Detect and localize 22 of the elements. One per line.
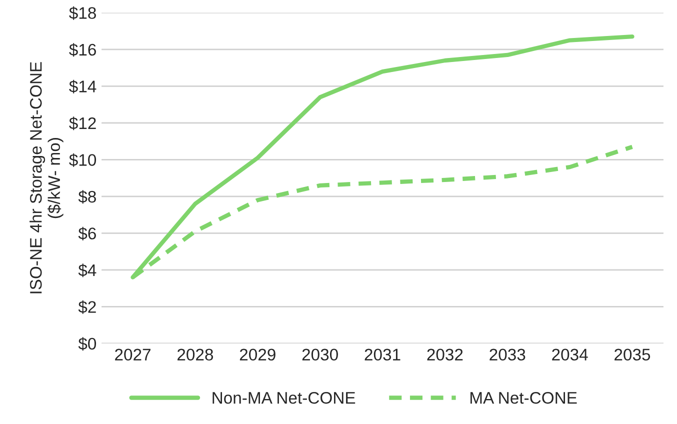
y-tick-label: $14 (69, 80, 96, 94)
x-tick-label: 2035 (614, 348, 650, 361)
y-tick-label: $0 (78, 337, 96, 351)
y-tick-label: $16 (69, 43, 96, 57)
x-tick-label: 2032 (427, 348, 463, 361)
y-tick-label: $18 (69, 6, 96, 20)
x-tick-label: 2027 (115, 348, 150, 361)
y-axis-title: ISO-NE 4hr Storage Net-CONE ($/kW- mo) (30, 62, 64, 294)
y-tick-label: $6 (78, 226, 96, 240)
y-tick-label: $12 (69, 116, 96, 130)
x-tick-label: 2034 (552, 348, 588, 361)
y-tick-label: $10 (69, 153, 96, 167)
x-tick-label: 2033 (490, 348, 526, 361)
y-tick-label: $2 (78, 300, 96, 314)
y-tick-label: $4 (78, 264, 96, 278)
x-tick-label: 2031 (364, 348, 400, 361)
x-tick-label: 2029 (240, 348, 276, 361)
y-tick-label: $8 (78, 190, 96, 204)
x-tick-label: 2030 (302, 348, 338, 361)
legend-label: Non-MA Net-CONE (212, 392, 356, 404)
legend-label: MA Net-CONE (470, 392, 577, 404)
x-tick-label: 2028 (178, 348, 214, 361)
